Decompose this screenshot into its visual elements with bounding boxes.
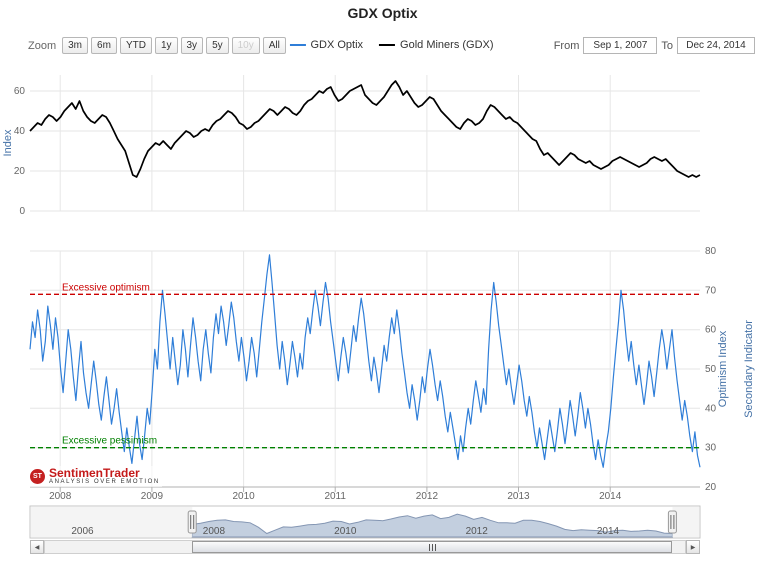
to-date-input[interactable] [677, 37, 755, 54]
navigator-year-label: 2008 [203, 526, 226, 537]
legend-label: Gold Miners (GDX) [400, 39, 494, 51]
x-axis-year-label: 2009 [141, 491, 164, 502]
scrollbar-thumb[interactable] [192, 541, 672, 553]
legend-swatch-blue-line-icon [289, 44, 306, 46]
page-title: GDX Optix [347, 5, 418, 21]
optix-axis-tick-label: 70 [705, 285, 717, 296]
brand-name: SentimenTrader [49, 466, 140, 480]
navigator-year-label: 2006 [71, 526, 94, 537]
navigator-area-series [191, 513, 673, 538]
x-axis-year-label: 2008 [49, 491, 72, 502]
optix-axis-tick-label: 30 [705, 443, 717, 454]
zoom-button-1y[interactable]: 1y [154, 37, 178, 54]
optix-axis-tick-label: 20 [705, 482, 717, 493]
optix-axis-tick-label: 80 [705, 246, 717, 257]
sentimentrader-logo-icon: ST [30, 469, 45, 484]
price-axis-tick-label: 60 [14, 86, 26, 97]
index-axis-title: Index [2, 129, 14, 156]
zoom-button-5y[interactable]: 5y [206, 37, 229, 54]
zoom-button-ytd[interactable]: YTD [119, 37, 152, 54]
legend: GDX Optix Gold Miners (GDX) [289, 39, 494, 51]
date-range-group: From To [554, 37, 755, 54]
optimism-index-axis-title: Optimism Index [717, 330, 729, 407]
price-axis-tick-label: 40 [14, 126, 26, 137]
to-label: To [661, 39, 673, 52]
navigator-handle-left[interactable] [187, 510, 197, 534]
zoom-label: Zoom [28, 39, 57, 52]
chart-controls: Zoom 3m 6m YTD 1y 3y 5y 10y All GDX Optix Gold … [28, 36, 755, 58]
optix-axis-tick-label: 50 [705, 364, 717, 375]
optix-axis-tick-label: 60 [705, 325, 717, 336]
zoom-button-6m[interactable]: 6m [91, 37, 117, 54]
zoom-button-3m[interactable]: 3m [62, 37, 89, 54]
price-axis-tick-label: 20 [14, 166, 26, 177]
x-axis-year-label: 2014 [599, 491, 622, 502]
threshold-label: Excessive pessimism [62, 436, 157, 447]
x-axis-year-label: 2013 [507, 491, 530, 502]
x-axis-year-label: 2012 [416, 491, 439, 502]
gold-miners-series [29, 80, 701, 178]
scrollbar-right-arrow-icon[interactable]: ▶ [686, 540, 700, 554]
optix-axis-tick-label: 40 [705, 403, 717, 414]
from-date-input[interactable] [583, 37, 658, 54]
zoom-button-all[interactable]: All [262, 37, 286, 54]
scrollbar-track[interactable] [44, 540, 686, 554]
navigator-year-label: 2012 [466, 526, 489, 537]
navigator-year-label: 2010 [334, 526, 357, 537]
legend-label: GDX Optix [310, 39, 364, 51]
price-axis-tick-label: 0 [19, 206, 25, 217]
legend-item-gdx-optix[interactable]: GDX Optix [289, 39, 363, 51]
threshold-label: Excessive optimism [62, 282, 150, 293]
from-label: From [553, 39, 580, 52]
navigator-handle-right[interactable] [667, 510, 677, 534]
x-axis-year-label: 2011 [324, 491, 346, 502]
scrollbar-left-arrow-icon[interactable]: ◀ [30, 540, 44, 554]
zoom-button-10y: 10y [231, 37, 260, 54]
scrollbar-grip-icon [431, 543, 433, 551]
zoom-buttons: 3m 6m YTD 1y 3y 5y 10y All [62, 37, 286, 54]
navigator-year-label: 2014 [597, 526, 620, 537]
brand-tagline: ANALYSIS OVER EMOTION [49, 479, 160, 485]
legend-swatch-black-line-icon [379, 44, 396, 46]
secondary-indicator-axis-title: Secondary Indicator [743, 320, 755, 418]
zoom-group: Zoom 3m 6m YTD 1y 3y 5y 10y All [28, 37, 286, 54]
sentimentrader-logo: ST SentimenTrader ANALYSIS OVER EMOTION [28, 466, 162, 487]
zoom-button-3y[interactable]: 3y [180, 37, 204, 54]
gdx-optix-series [29, 254, 701, 468]
x-axis-year-label: 2010 [232, 491, 255, 502]
navigator-mask-left[interactable] [31, 507, 193, 537]
legend-item-gold-miners[interactable]: Gold Miners (GDX) [379, 39, 494, 51]
